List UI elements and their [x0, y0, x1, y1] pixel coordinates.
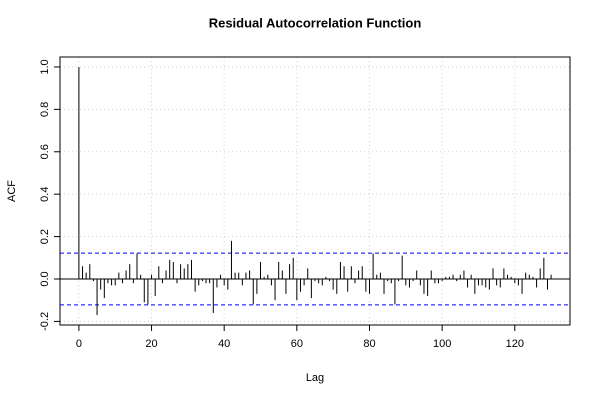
x-tick-label: 80 — [363, 338, 375, 350]
x-tick-label: 0 — [76, 338, 82, 350]
y-tick-label: 0.0 — [39, 271, 51, 286]
x-tick-label: 120 — [506, 338, 524, 350]
x-tick-label: 60 — [291, 338, 303, 350]
x-tick-label: 100 — [433, 338, 451, 350]
x-tick-label: 40 — [218, 338, 230, 350]
y-tick-label: 1.0 — [39, 59, 51, 74]
y-axis-label: ACF — [6, 180, 18, 202]
y-tick-label: 0.2 — [39, 229, 51, 244]
y-tick-label: 0.4 — [39, 187, 51, 202]
y-tick-label: 0.6 — [39, 144, 51, 159]
chart-title: Residual Autocorrelation Function — [209, 15, 422, 30]
x-tick-label: 20 — [145, 338, 157, 350]
y-tick-label: -0.2 — [39, 312, 51, 331]
y-tick-label: 0.8 — [39, 102, 51, 117]
plot-frame — [59, 56, 571, 326]
x-axis-label: Lag — [306, 372, 324, 384]
